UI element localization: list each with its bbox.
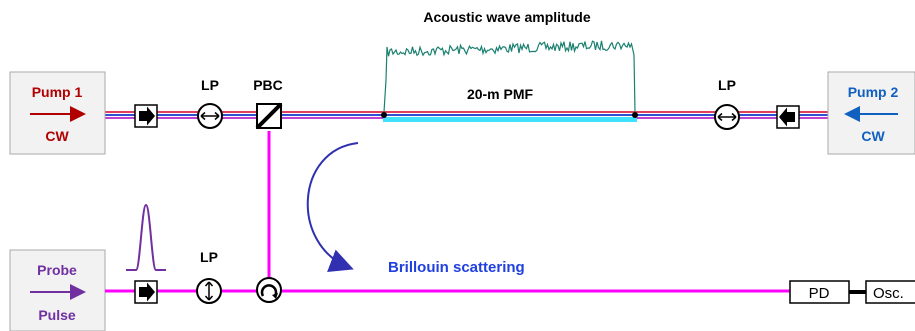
isolator-right-icon <box>134 104 158 128</box>
pd-label: PD <box>809 285 830 302</box>
pbc-label: PBC <box>253 77 283 93</box>
probe-label: Probe <box>37 262 77 278</box>
pmf-label: 20-m PMF <box>467 86 534 102</box>
photodetector-box: PD <box>789 280 850 304</box>
osc-label: Osc. <box>873 285 904 302</box>
isolator-right-icon <box>134 280 158 304</box>
fiber-splice-left <box>381 112 387 118</box>
pulse-waveform-icon <box>126 203 166 271</box>
polarizer-horizontal-icon <box>714 104 740 130</box>
pmf-fiber-highlight <box>383 117 637 122</box>
fiber-splice-right <box>632 112 638 118</box>
lp-bottom-label: LP <box>200 249 218 265</box>
probe-mode: Pulse <box>38 307 76 323</box>
pump2-label: Pump 2 <box>848 84 899 100</box>
pump2-source-box: Pump 2 CW <box>827 71 915 155</box>
isolator-left-icon <box>776 105 800 129</box>
scatter-curve-arrow <box>306 142 359 273</box>
probe-source-box: Probe Pulse <box>9 249 106 331</box>
acoustic-wave-trace <box>383 40 636 113</box>
polarizer-vertical-icon <box>196 278 222 304</box>
brillouin-scattering-label: Brillouin scattering <box>388 259 525 276</box>
lp-right-label: LP <box>718 77 736 93</box>
pump1-mode: CW <box>45 128 69 144</box>
pump1-label: Pump 1 <box>32 84 83 100</box>
pump1-source-box: Pump 1 CW <box>9 71 106 155</box>
oscilloscope-box: Osc. <box>865 280 915 304</box>
lp-left-label: LP <box>201 77 219 93</box>
acoustic-wave-title: Acoustic wave amplitude <box>423 9 590 25</box>
pump2-mode: CW <box>861 128 885 144</box>
polarizer-horizontal-icon <box>197 103 223 129</box>
pbc-icon <box>255 102 283 130</box>
circulator-icon <box>256 277 282 303</box>
